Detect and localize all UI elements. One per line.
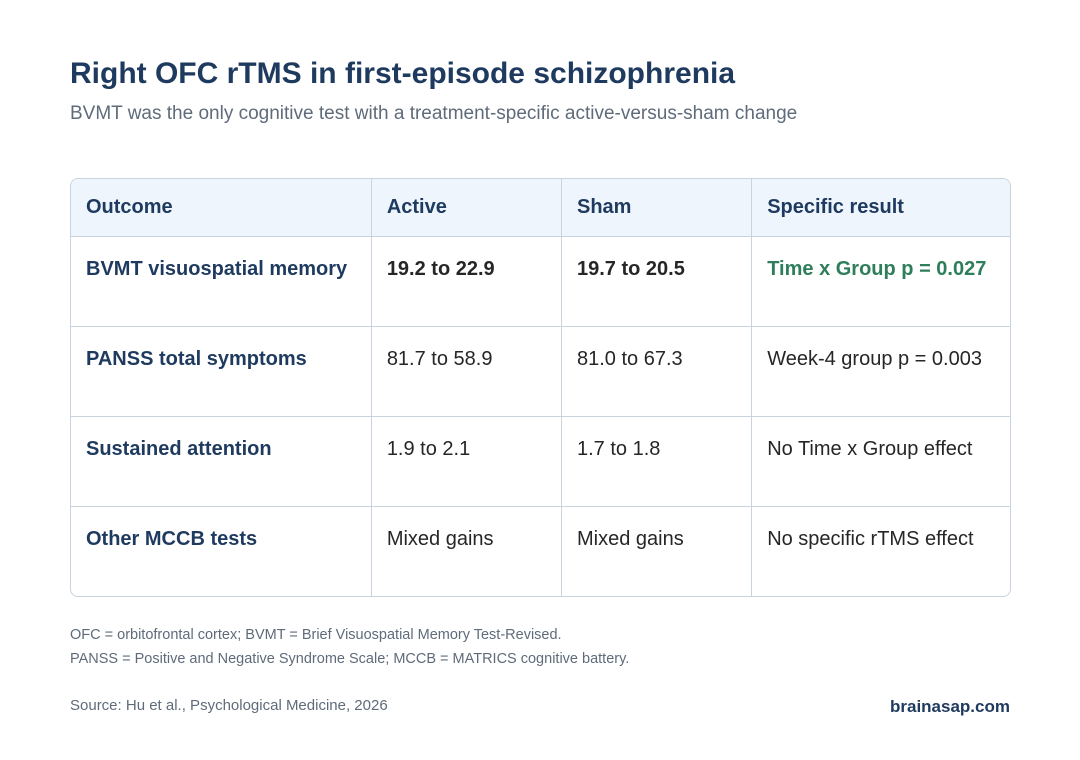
- header-sham: Sham: [561, 179, 753, 237]
- footnote-abbreviations-1: OFC = orbitofrontal cortex; BVMT = Brief…: [70, 627, 562, 643]
- cell-specific-result: Time x Group p = 0.027: [751, 236, 1010, 327]
- page-subtitle: BVMT was the only cognitive test with a …: [70, 103, 798, 124]
- cell-outcome: PANSS total symptoms: [71, 326, 372, 417]
- cell-outcome: Sustained attention: [71, 416, 372, 507]
- cell-sham: 81.0 to 67.3: [561, 326, 753, 417]
- cell-active: 1.9 to 2.1: [371, 416, 563, 507]
- cell-outcome: BVMT visuospatial memory: [71, 236, 372, 327]
- header-active: Active: [371, 179, 563, 237]
- cell-outcome: Other MCCB tests: [71, 506, 372, 596]
- table-row: BVMT visuospatial memory 19.2 to 22.9 19…: [71, 236, 1010, 327]
- header-outcome: Outcome: [71, 179, 372, 237]
- cell-sham: 19.7 to 20.5: [561, 236, 753, 327]
- table-row: PANSS total symptoms 81.7 to 58.9 81.0 t…: [71, 326, 1010, 417]
- footnote-abbreviations-2: PANSS = Positive and Negative Syndrome S…: [70, 651, 630, 667]
- cell-specific-result: No Time x Group effect: [751, 416, 1010, 507]
- results-table-container: Outcome Active Sham Specific result BVMT…: [70, 178, 1011, 597]
- header-specific-result: Specific result: [751, 179, 1010, 237]
- table-row: Sustained attention 1.9 to 2.1 1.7 to 1.…: [71, 416, 1010, 507]
- table-header-row: Outcome Active Sham Specific result: [71, 179, 1010, 237]
- table-row: Other MCCB tests Mixed gains Mixed gains…: [71, 506, 1010, 596]
- cell-sham: Mixed gains: [561, 506, 753, 596]
- results-table: Outcome Active Sham Specific result BVMT…: [71, 179, 1010, 596]
- cell-specific-result: No specific rTMS effect: [767, 527, 974, 550]
- cell-active: 81.7 to 58.9: [371, 326, 563, 417]
- cell-specific-result: Week-4 group p = 0.003: [751, 326, 1010, 417]
- page-title: Right OFC rTMS in first-episode schizoph…: [70, 57, 736, 90]
- cell-active: Mixed gains: [371, 506, 563, 596]
- brand-link[interactable]: brainasap.com: [890, 697, 1010, 716]
- cell-sham: 1.7 to 1.8: [561, 416, 753, 507]
- cell-active: 19.2 to 22.9: [371, 236, 563, 327]
- source-citation: Source: Hu et al., Psychological Medicin…: [70, 697, 388, 714]
